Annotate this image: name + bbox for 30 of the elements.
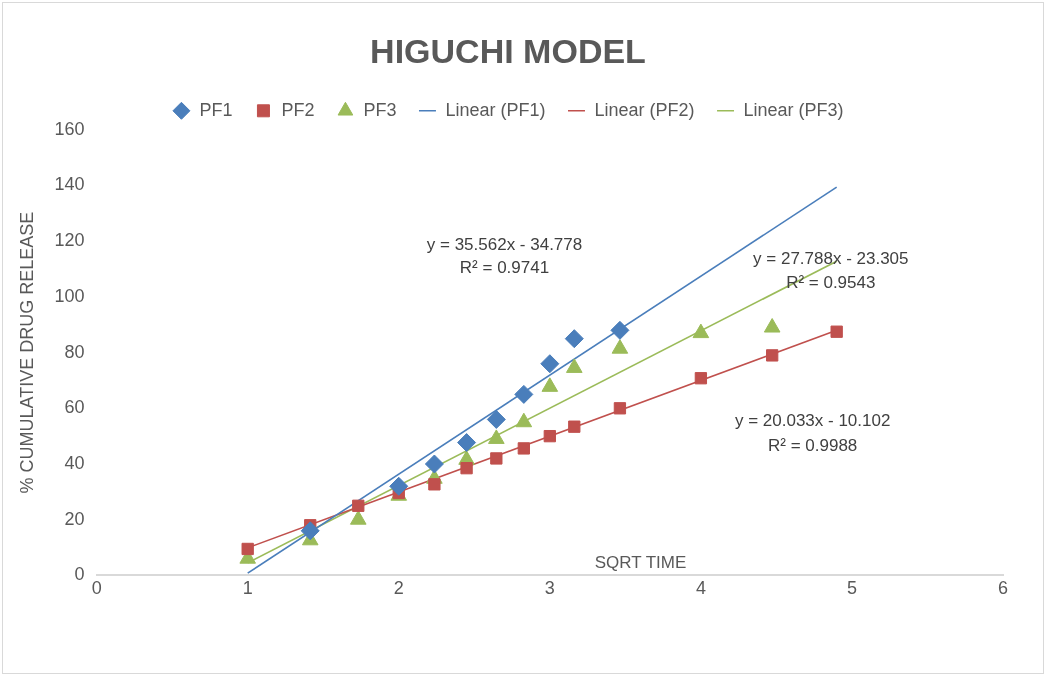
legend-label: Linear (PF2) [594,99,695,120]
x-tick-label: 4 [695,578,706,599]
y-axis-title: % CUMULATIVE DRUG RELEASE [16,211,37,494]
x-tick-label: 1 [242,578,253,599]
legend-label: Linear (PF1) [445,99,546,120]
x-axis-title: SQRT TIME [594,553,687,573]
annotation: y = 20.033x - 10.102 [734,411,891,431]
legend-label: PF3 [363,99,397,120]
x-tick-label: 3 [544,578,555,599]
x-tick-label: 0 [91,578,102,599]
legend-label: Linear (PF3) [743,99,844,120]
annotation: y = 35.562x - 34.778 [426,235,583,255]
x-tick-label: 6 [997,578,1009,599]
y-tick-label: 40 [64,452,85,473]
y-tick-label: 20 [64,508,85,529]
y-tick-label: 60 [64,397,85,418]
annotation: R² = 0.9988 [768,435,858,455]
y-tick-label: 100 [54,285,85,306]
y-tick-label: 80 [64,341,85,362]
annotation: y = 27.788x - 23.305 [753,248,909,268]
y-tick-label: 140 [54,174,85,195]
legend-label: PF1 [199,99,233,120]
y-tick-label: 120 [54,230,85,251]
y-tick-label: 160 [54,118,85,139]
y-tick-label: 0 [74,564,85,585]
annotation: R² = 0.9741 [459,257,550,277]
legend-label: PF2 [281,99,315,120]
chart-title: HIGUCHI MODEL [370,31,646,70]
x-tick-label: 2 [393,578,404,599]
x-tick-label: 5 [846,578,857,599]
